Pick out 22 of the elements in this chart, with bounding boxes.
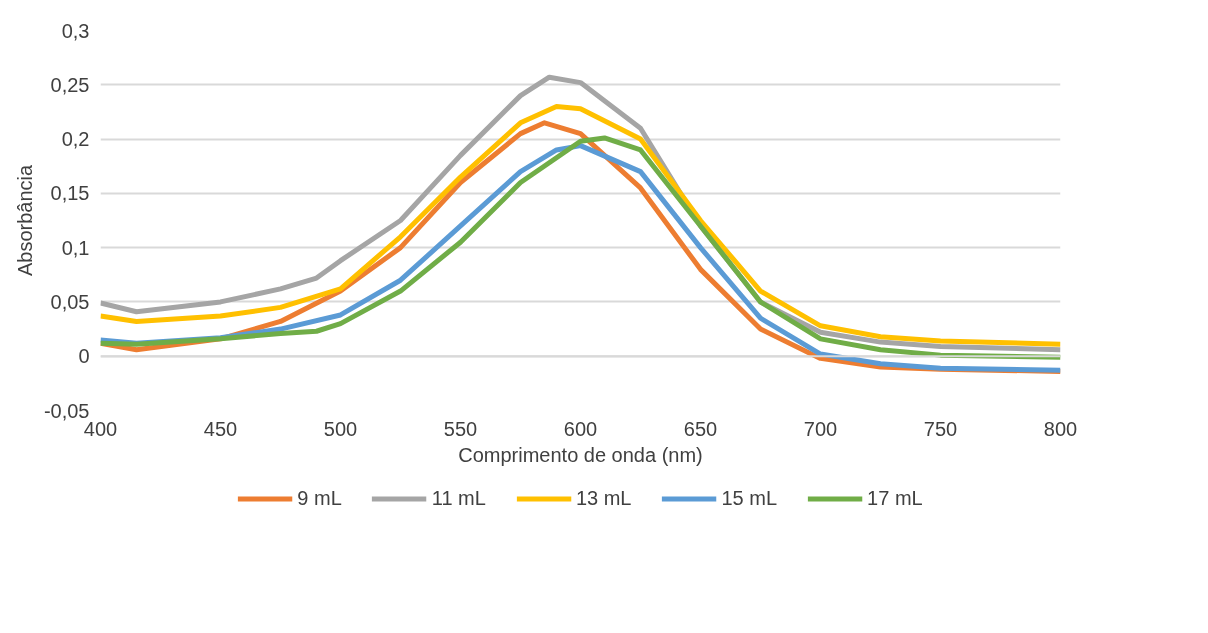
x-tick-label: 750 [923,417,958,440]
legend-label: 15 mL [721,486,778,510]
y-axis-title: Absorbância [13,164,36,277]
x-tick-label: 600 [563,417,598,440]
legend-label: 9 mL [297,486,342,510]
x-tick-label: 650 [683,417,718,440]
y-tick-label: 0,25 [50,73,90,96]
y-tick-label: 0,15 [50,182,90,205]
x-tick-label: 450 [203,417,238,440]
x-tick-label: 550 [443,417,478,440]
x-tick-label: 700 [803,417,838,440]
y-tick-label: 0 [78,345,90,368]
y-tick-label: 0,3 [61,19,90,42]
legend-label: 13 mL [575,486,632,510]
y-tick-label: 0,05 [50,290,90,313]
x-tick-label: 500 [323,417,358,440]
legend-label: 11 mL [431,486,486,510]
x-axis-title: Comprimento de onda (nm) [458,443,703,466]
y-tick-label: 0,2 [61,128,90,151]
legend-label: 17 mL [867,486,923,510]
y-tick-label: 0,1 [61,236,90,259]
x-tick-label: 800 [1043,417,1078,440]
